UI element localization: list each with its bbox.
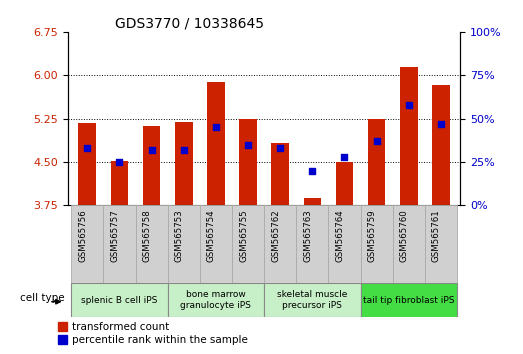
- Point: [179, 147, 188, 153]
- Text: skeletal muscle
precursor iPS: skeletal muscle precursor iPS: [277, 290, 347, 310]
- Point: [83, 145, 92, 151]
- Legend: transformed count, percentile rank within the sample: transformed count, percentile rank withi…: [58, 322, 248, 345]
- Text: GSM565759: GSM565759: [368, 209, 377, 262]
- Text: GSM565756: GSM565756: [78, 209, 87, 262]
- Point: [212, 125, 220, 130]
- Point: [405, 102, 413, 108]
- Bar: [239, 119, 257, 205]
- Point: [244, 142, 252, 148]
- Bar: [207, 82, 225, 205]
- Point: [437, 121, 445, 127]
- Bar: [400, 67, 418, 205]
- Text: GSM565754: GSM565754: [207, 209, 216, 262]
- Bar: [368, 119, 385, 205]
- FancyBboxPatch shape: [71, 283, 168, 317]
- FancyBboxPatch shape: [232, 205, 264, 283]
- Point: [276, 145, 285, 151]
- Text: cell type: cell type: [20, 293, 65, 303]
- Text: GSM565758: GSM565758: [143, 209, 152, 262]
- FancyBboxPatch shape: [360, 205, 393, 283]
- Bar: [271, 143, 289, 205]
- Point: [372, 138, 381, 144]
- Text: bone marrow
granulocyte iPS: bone marrow granulocyte iPS: [180, 290, 252, 310]
- Text: GSM565764: GSM565764: [335, 209, 345, 262]
- FancyBboxPatch shape: [328, 205, 360, 283]
- FancyBboxPatch shape: [360, 283, 457, 317]
- Point: [147, 147, 156, 153]
- Text: GDS3770 / 10338645: GDS3770 / 10338645: [115, 17, 264, 31]
- FancyBboxPatch shape: [264, 283, 360, 317]
- Text: splenic B cell iPS: splenic B cell iPS: [81, 296, 157, 304]
- Bar: [303, 198, 321, 205]
- Bar: [110, 161, 128, 205]
- FancyBboxPatch shape: [393, 205, 425, 283]
- Text: GSM565753: GSM565753: [175, 209, 184, 262]
- FancyBboxPatch shape: [200, 205, 232, 283]
- FancyBboxPatch shape: [71, 205, 104, 283]
- Point: [340, 154, 349, 160]
- FancyBboxPatch shape: [264, 205, 296, 283]
- Text: GSM565760: GSM565760: [400, 209, 409, 262]
- Bar: [143, 126, 161, 205]
- FancyBboxPatch shape: [168, 283, 264, 317]
- Text: GSM565761: GSM565761: [432, 209, 441, 262]
- FancyBboxPatch shape: [296, 205, 328, 283]
- FancyBboxPatch shape: [104, 205, 135, 283]
- Text: GSM565755: GSM565755: [239, 209, 248, 262]
- Bar: [336, 162, 354, 205]
- Bar: [175, 122, 192, 205]
- Bar: [78, 122, 96, 205]
- FancyBboxPatch shape: [135, 205, 168, 283]
- Text: GSM565757: GSM565757: [110, 209, 119, 262]
- FancyBboxPatch shape: [425, 205, 457, 283]
- Text: GSM565763: GSM565763: [303, 209, 312, 262]
- Point: [115, 159, 123, 165]
- FancyBboxPatch shape: [168, 205, 200, 283]
- Bar: [432, 85, 450, 205]
- Text: tail tip fibroblast iPS: tail tip fibroblast iPS: [363, 296, 454, 304]
- Text: GSM565762: GSM565762: [271, 209, 280, 262]
- Point: [308, 168, 316, 173]
